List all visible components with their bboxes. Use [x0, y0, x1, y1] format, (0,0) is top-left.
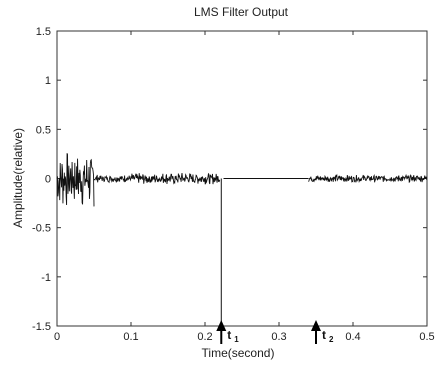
x-tick-label: 0.3 — [271, 331, 286, 343]
signal-segment — [130, 172, 221, 185]
x-axis-ticks: 0 0.1 0.2 0.3 0.4 0.5 — [54, 31, 435, 343]
x-axis-label: Time(second) — [202, 346, 275, 360]
x-tick-label: 0.4 — [345, 331, 360, 343]
marker-arrow-head — [311, 320, 321, 331]
x-tick-label: 0.2 — [197, 331, 212, 343]
signal-segment — [56, 153, 95, 207]
marker-arrow-head — [216, 320, 227, 331]
chart-title: LMS Filter Output — [194, 5, 289, 19]
y-axis-ticks: 1.5 1 0.5 0 -0.5 -1 -1.5 — [32, 26, 427, 333]
y-tick-label: -1 — [41, 272, 51, 284]
marker-subscript: 2 — [329, 335, 334, 344]
signal-segment — [308, 173, 428, 184]
x-tick-label: 0.1 — [123, 331, 138, 343]
y-tick-label: -0.5 — [32, 223, 51, 235]
marker-subscript: 1 — [234, 335, 239, 344]
x-tick-label: 0 — [54, 331, 60, 343]
y-tick-label: 1 — [45, 75, 51, 87]
y-tick-label: 1.5 — [36, 26, 51, 38]
y-axis-label: Amplitude(relative) — [11, 128, 25, 228]
y-tick-label: -1.5 — [32, 321, 51, 333]
signal-trace — [56, 153, 428, 326]
x-tick-label: 0.5 — [419, 331, 434, 343]
marker-label: t — [322, 328, 326, 342]
signal-segment — [93, 174, 132, 184]
y-tick-label: 0 — [45, 174, 51, 186]
y-tick-label: 0.5 — [36, 124, 51, 136]
marker-label: t — [227, 328, 231, 342]
